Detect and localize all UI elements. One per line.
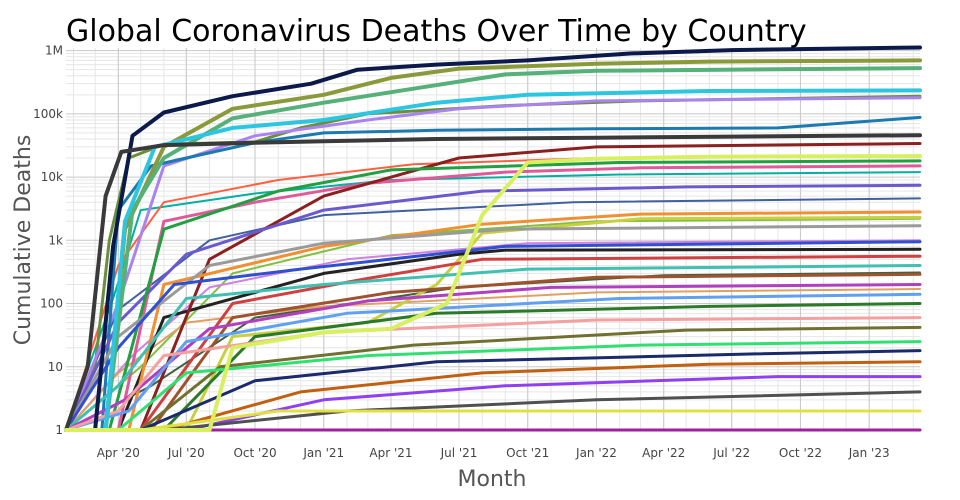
y-tick-label: 1k bbox=[48, 233, 63, 247]
x-tick-label: Oct '22 bbox=[779, 446, 822, 460]
series-line-1 bbox=[64, 45, 922, 432]
series-line-37 bbox=[65, 217, 921, 431]
series-line-12 bbox=[64, 164, 922, 432]
series-line-9 bbox=[64, 154, 922, 432]
series-line-6 bbox=[64, 96, 922, 432]
x-tick-label: Jan '21 bbox=[302, 446, 344, 460]
series-line-18 bbox=[64, 240, 922, 432]
y-tick-label: 100k bbox=[33, 107, 63, 121]
x-tick-label: Jul '20 bbox=[167, 446, 205, 460]
series-line-10 bbox=[64, 215, 922, 432]
series-line-38 bbox=[65, 239, 921, 431]
series-line-3 bbox=[64, 66, 922, 432]
y-tick-label: 10 bbox=[48, 360, 63, 374]
x-tick-label: Oct '20 bbox=[233, 446, 276, 460]
series-line-23 bbox=[64, 292, 922, 432]
axis-ticks: Apr '20 Jul '20 Oct '20 Jan '21 Apr '21 Jul '… bbox=[33, 44, 889, 460]
x-tick-label: Jan '23 bbox=[848, 446, 890, 460]
y-axis-title: Cumulative Deaths bbox=[11, 135, 36, 346]
series-line-14 bbox=[64, 183, 922, 432]
chart-title: Global Coronavirus Deaths Over Time by C… bbox=[66, 14, 807, 49]
x-tick-label: Jan '22 bbox=[575, 446, 617, 460]
series-line-7 bbox=[64, 133, 922, 432]
y-tick-label: 1 bbox=[55, 423, 63, 437]
y-tick-label: 100 bbox=[40, 297, 63, 311]
x-tick-label: Apr '20 bbox=[97, 446, 140, 460]
x-axis-title: Month bbox=[458, 467, 527, 492]
x-tick-label: Jul '21 bbox=[440, 446, 478, 460]
series-line-17 bbox=[64, 224, 922, 432]
x-tick-label: Apr '21 bbox=[369, 446, 412, 460]
x-tick-label: Apr '22 bbox=[642, 446, 685, 460]
y-tick-label: 10k bbox=[41, 170, 63, 184]
x-tick-label: Jul '22 bbox=[712, 446, 750, 460]
y-tick-label: 1M bbox=[45, 44, 63, 58]
series-line-2 bbox=[64, 58, 922, 432]
x-tick-label: Oct '21 bbox=[506, 446, 549, 460]
series-line-22 bbox=[64, 283, 922, 432]
series-line-5 bbox=[64, 88, 922, 432]
series-lines bbox=[64, 45, 922, 432]
